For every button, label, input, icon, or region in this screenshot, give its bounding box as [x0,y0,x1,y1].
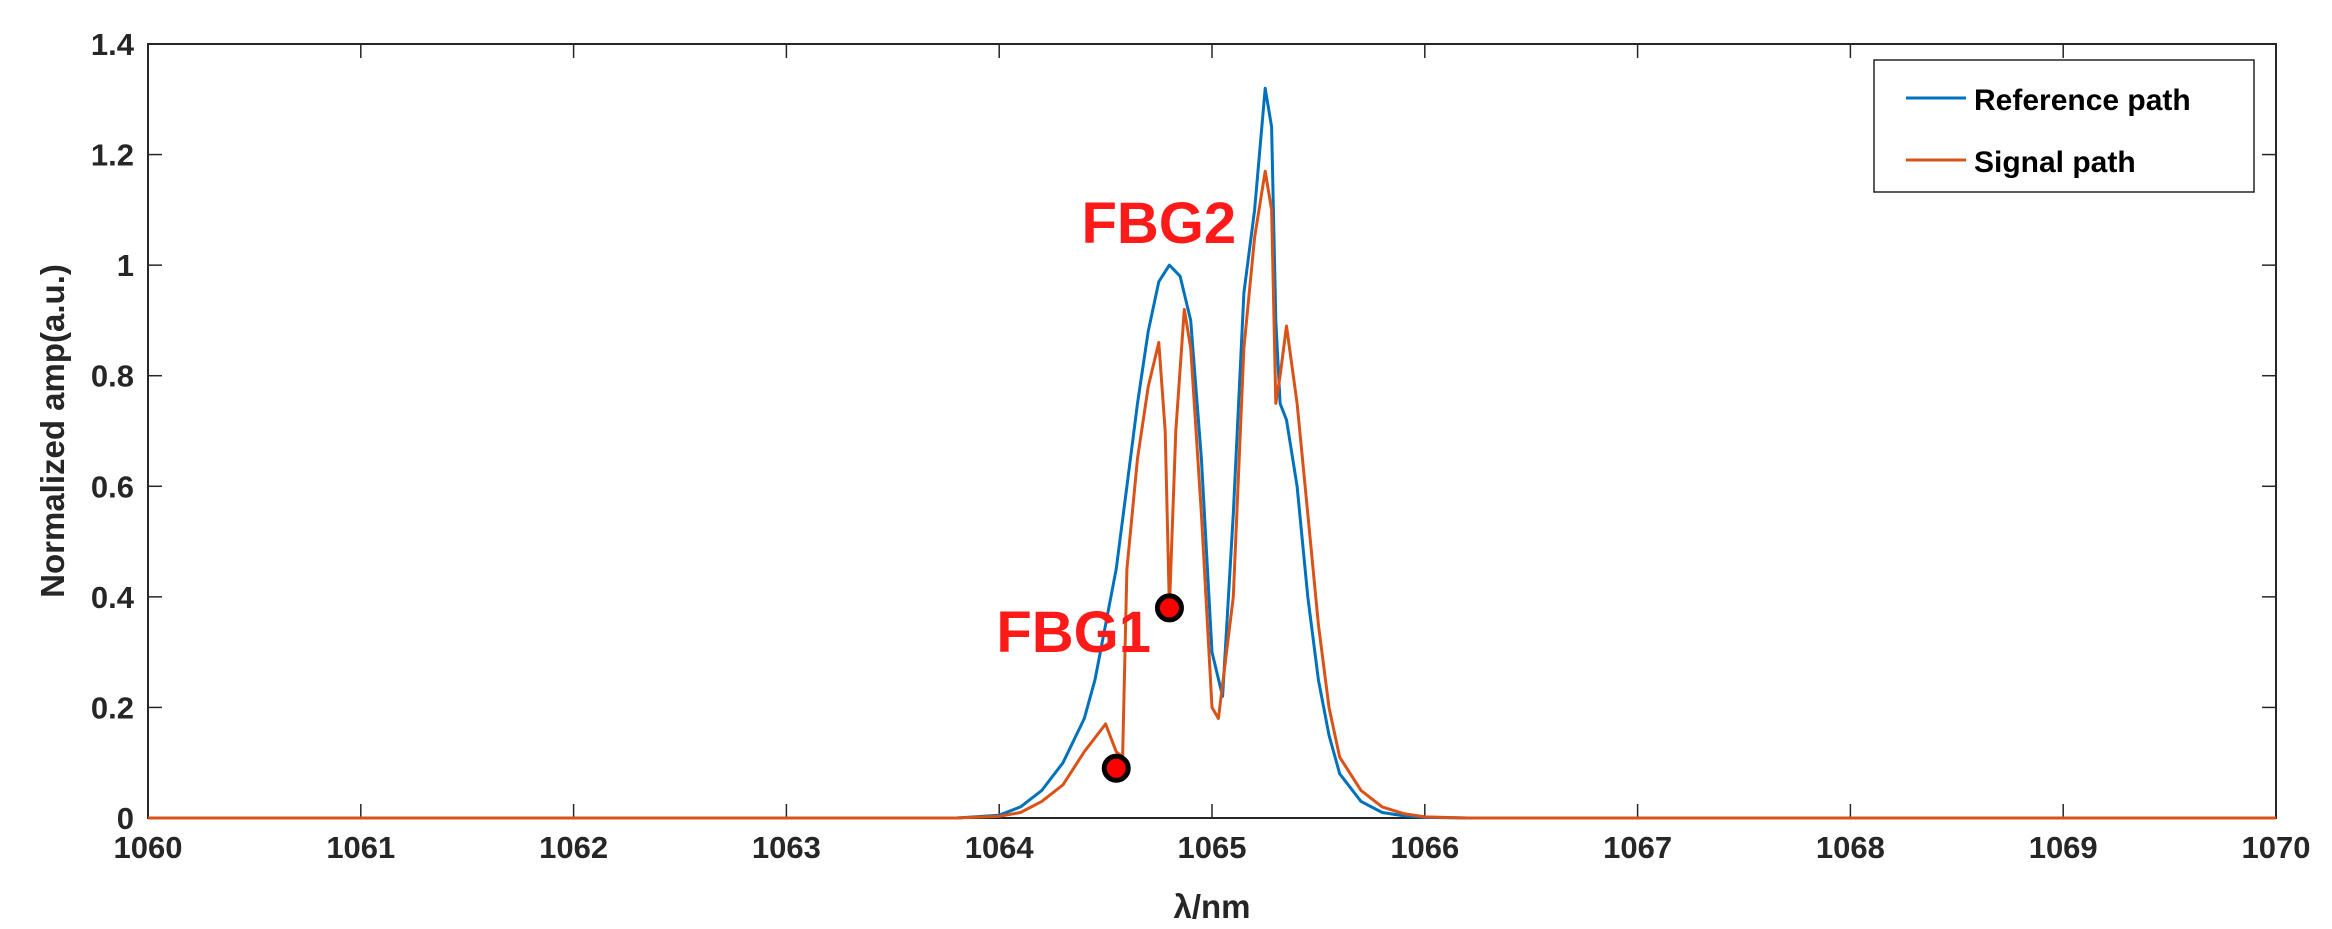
y-tick-label: 0.2 [91,690,134,725]
y-tick-label: 0.8 [91,359,134,394]
x-tick-label: 1070 [2242,830,2311,865]
x-tick-label: 1062 [539,830,608,865]
axis-ticks: 1060 1061 1062 1063 1064 1065 1066 1067 1068 1069… [91,27,2311,865]
annotation-layer: FBG1 FBG2 [996,191,1236,665]
y-tick-label: 0.4 [91,580,135,615]
y-tick-label: 1.4 [91,27,135,62]
x-tick-label: 1064 [965,830,1035,865]
legend-label-signal-path: Signal path [1974,146,2136,179]
legend-label-reference-path: Reference path [1974,84,2191,117]
y-tick-label: 0 [117,801,134,836]
x-tick-label: 1061 [326,830,395,865]
marker-point-2 [1154,593,1184,623]
y-tick-label: 1 [117,248,134,283]
x-tick-label: 1065 [1178,830,1247,865]
x-tick-label: 1068 [1816,830,1885,865]
y-tick-label: 1.2 [91,138,134,173]
x-tick-label: 1063 [752,830,821,865]
annotation-fbg1: FBG1 [996,600,1151,665]
x-tick-label: 1060 [114,830,183,865]
x-tick-label: 1067 [1603,830,1672,865]
legend: Reference path Signal path [1873,59,2255,193]
x-tick-label: 1069 [2029,830,2098,865]
marker-point-1 [1101,753,1131,783]
y-axis-label: Normalized amp(a.u.) [34,264,71,598]
annotation-fbg2: FBG2 [1081,191,1236,256]
marker-layer [1101,593,1184,783]
y-tick-label: 0.6 [91,469,134,504]
series-layer [148,86,2276,820]
x-axis-label: λ/nm [1173,888,1250,925]
legend-box [1873,59,2255,193]
series-line-signal-path [148,169,2276,820]
x-tick-label: 1066 [1390,830,1459,865]
